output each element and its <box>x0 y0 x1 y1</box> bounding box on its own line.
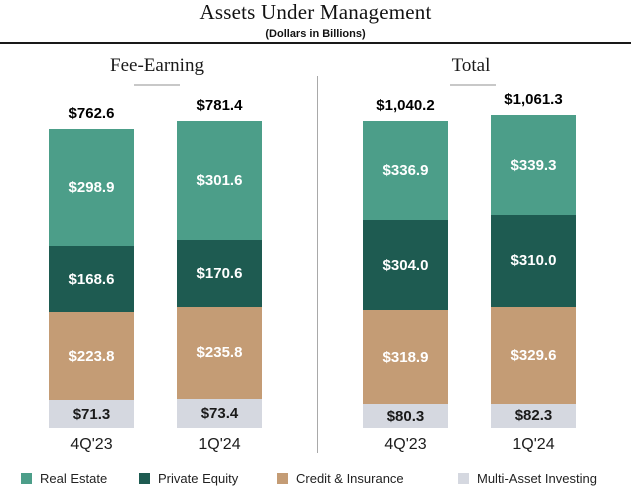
bar-total-1q24: $1,061.3 $339.3 $310.0 $329.6 $82.3 <box>491 91 576 429</box>
segment-credit-insurance: $235.8 <box>177 306 262 400</box>
segment-value-label: $318.9 <box>382 348 429 366</box>
segment-private-equity: $310.0 <box>491 215 576 307</box>
segment-real-estate: $298.9 <box>49 129 134 247</box>
stacked-bar: $301.6 $170.6 $235.8 $73.4 <box>177 121 262 429</box>
segment-credit-insurance: $329.6 <box>491 306 576 404</box>
legend-swatch-multi-asset <box>458 473 469 484</box>
legend-item-private-equity: Private Equity <box>139 471 238 486</box>
segment-value-label: $168.6 <box>68 270 115 288</box>
segment-value-label: $80.3 <box>386 407 425 425</box>
segment-value-label: $73.4 <box>200 405 239 423</box>
stacked-bar: $298.9 $168.6 $223.8 $71.3 <box>49 129 134 428</box>
legend-item-multi-asset: Multi-Asset Investing <box>458 471 597 486</box>
segment-real-estate: $336.9 <box>363 121 448 221</box>
x-axis-label: 1Q'24 <box>198 436 241 453</box>
bar-fee-earning-4q23: $762.6 $298.9 $168.6 $223.8 $71.3 <box>49 105 134 428</box>
x-axis-label: 4Q'23 <box>384 436 427 453</box>
bar-total-label: $781.4 <box>196 97 243 114</box>
legend-label: Real Estate <box>40 471 108 486</box>
bar-total-label: $1,061.3 <box>504 91 563 108</box>
group-header-fee-earning: Fee-Earning <box>110 55 204 76</box>
segment-private-equity: $168.6 <box>49 246 134 313</box>
legend-item-credit-insurance: Credit & Insurance <box>277 471 404 486</box>
segment-credit-insurance: $318.9 <box>363 310 448 405</box>
segment-multi-asset: $73.4 <box>177 399 262 429</box>
stacked-bar: $336.9 $304.0 $318.9 $80.3 <box>363 121 448 428</box>
legend-label: Multi-Asset Investing <box>477 471 597 486</box>
segment-value-label: $336.9 <box>382 162 429 180</box>
legend-swatch-credit-insurance <box>277 473 288 484</box>
segment-value-label: $71.3 <box>72 405 111 423</box>
segment-value-label: $235.8 <box>196 344 243 362</box>
group-header-underline <box>450 84 496 86</box>
x-axis-label: 4Q'23 <box>70 436 113 453</box>
stacked-bar: $339.3 $310.0 $329.6 $82.3 <box>491 115 576 429</box>
segment-value-label: $82.3 <box>514 407 553 425</box>
segment-credit-insurance: $223.8 <box>49 312 134 401</box>
segment-value-label: $301.6 <box>196 171 243 189</box>
legend-label: Private Equity <box>158 471 239 486</box>
segment-value-label: $298.9 <box>68 179 115 197</box>
legend-swatch-real-estate <box>21 473 32 484</box>
segment-value-label: $223.8 <box>68 347 115 365</box>
segment-value-label: $329.6 <box>510 346 557 364</box>
segment-real-estate: $301.6 <box>177 121 262 240</box>
segment-value-label: $310.0 <box>510 252 557 270</box>
segment-private-equity: $170.6 <box>177 239 262 307</box>
segment-multi-asset: $82.3 <box>491 403 576 429</box>
x-axis-label: 1Q'24 <box>512 436 555 453</box>
segment-value-label: $304.0 <box>382 256 429 274</box>
bar-total-label: $762.6 <box>68 105 115 122</box>
chart-title: Assets Under Management <box>199 0 432 24</box>
group-header-total: Total <box>451 55 491 76</box>
legend-swatch-private-equity <box>139 473 150 484</box>
title-divider-line <box>0 42 631 44</box>
legend-label: Credit & Insurance <box>296 471 404 486</box>
segment-multi-asset: $71.3 <box>49 400 134 428</box>
chart-subtitle: (Dollars in Billions) <box>265 28 366 40</box>
segment-multi-asset: $80.3 <box>363 404 448 428</box>
bar-total-label: $1,040.2 <box>376 97 435 114</box>
bar-total-4q23: $1,040.2 $336.9 $304.0 $318.9 $80.3 <box>363 97 448 428</box>
segment-value-label: $339.3 <box>510 156 557 174</box>
group-divider-line <box>317 76 318 453</box>
legend-item-real-estate: Real Estate <box>21 471 107 486</box>
bar-fee-earning-1q24: $781.4 $301.6 $170.6 $235.8 $73.4 <box>177 97 262 429</box>
segment-real-estate: $339.3 <box>491 115 576 216</box>
segment-private-equity: $304.0 <box>363 220 448 311</box>
group-header-underline <box>134 84 180 86</box>
segment-value-label: $170.6 <box>196 264 243 282</box>
